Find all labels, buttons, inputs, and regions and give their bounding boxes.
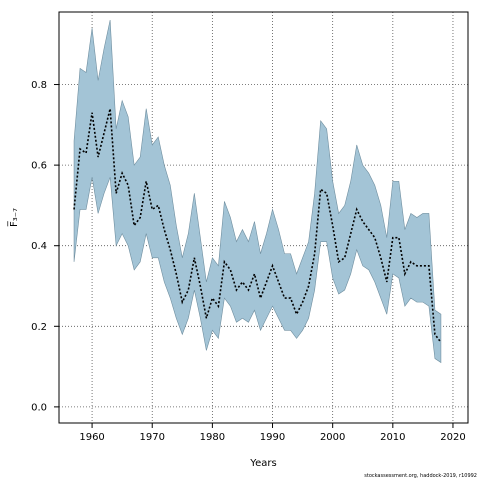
x-axis: 1960 1970 1980 1990 2000 2010 2020	[79, 423, 466, 443]
x-tick-label: 1980	[200, 432, 225, 443]
plot-frame	[58, 11, 469, 424]
x-tick-label: 1970	[140, 432, 165, 443]
x-axis-title: Years	[249, 458, 276, 469]
x-tick-label: 2010	[380, 432, 405, 443]
y-tick-label: 0.4	[31, 241, 47, 252]
confidence-band	[73, 19, 442, 364]
x-tick-label: 1960	[79, 432, 104, 443]
y-tick-label: 0.8	[31, 80, 47, 91]
estimate-line	[73, 108, 442, 343]
x-tick-label: 2020	[440, 432, 465, 443]
y-tick-label: 0.6	[31, 161, 47, 172]
x-tick-label: 2000	[320, 432, 345, 443]
x-tick-label: 1990	[260, 432, 285, 443]
y-tick-label: 0.2	[31, 322, 47, 333]
y-axis-title: F̅₃₋₇	[7, 208, 20, 227]
source-caption: stockassessment.org, haddock-2019, r1099…	[364, 473, 477, 479]
y-tick-label: 0.0	[31, 402, 47, 413]
y-axis: 0.0 0.2 0.4 0.6 0.8	[31, 80, 59, 413]
